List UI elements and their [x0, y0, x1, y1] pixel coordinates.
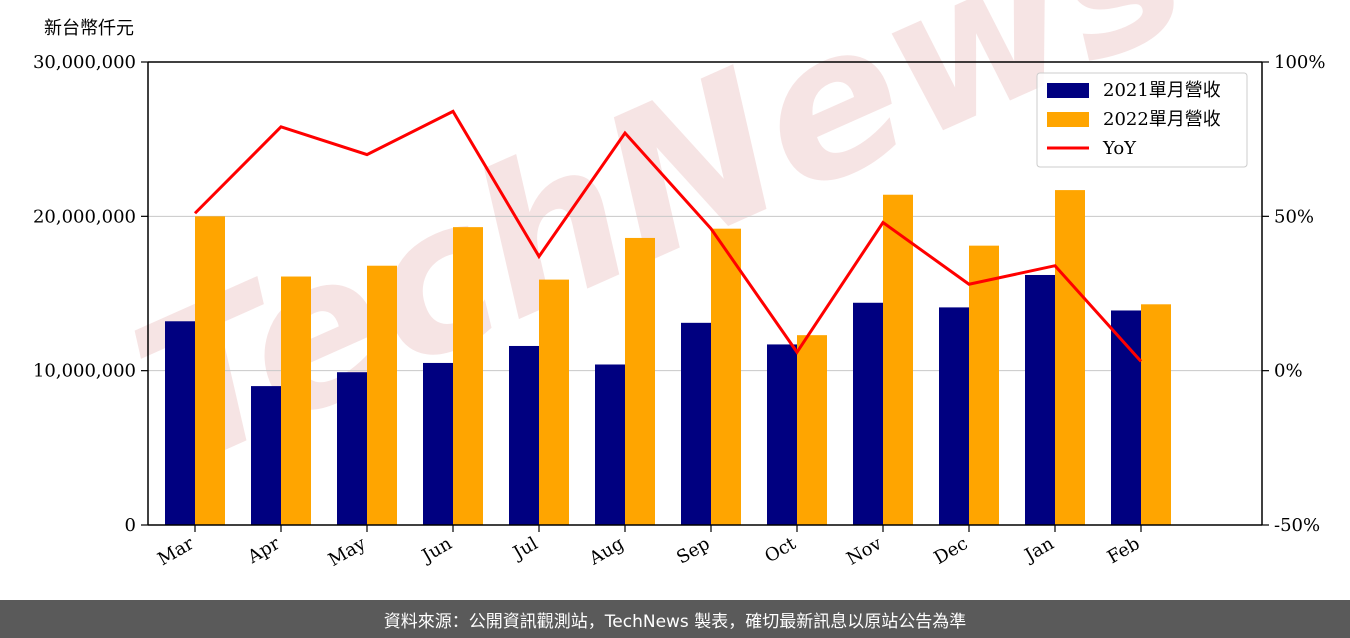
source-footer-text: 資料來源：公開資訊觀測站，TechNews 製表，確切最新訊息以原站公告為準	[383, 611, 967, 632]
x-tick-label-sep: Sep	[673, 533, 713, 568]
bar-2021-may	[337, 372, 367, 525]
bar-2022-jan	[1055, 190, 1085, 525]
yoy-line-group	[193, 109, 1143, 363]
right-tick-label: -50%	[1274, 515, 1320, 536]
source-footer: 資料來源：公開資訊觀測站，TechNews 製表，確切最新訊息以原站公告為準	[0, 600, 1350, 638]
x-tick-label-jun: Jun	[417, 533, 456, 568]
bar-2021-jan	[1025, 274, 1055, 525]
bar-2021-jun	[423, 362, 453, 525]
right-tick-label: 50%	[1274, 206, 1314, 227]
bars	[165, 190, 1171, 526]
bar-2022-jul	[539, 279, 569, 525]
x-tick-label-oct: Oct	[761, 533, 800, 568]
right-tick-label: 0%	[1274, 361, 1303, 382]
legend-swatch-1	[1047, 112, 1089, 127]
left-tick-label: 0	[125, 515, 136, 536]
left-tick-label: 20,000,000	[33, 206, 136, 227]
bar-2021-aug	[595, 364, 625, 525]
left-tick-label: 10,000,000	[33, 361, 136, 382]
x-tick-label-apr: Apr	[243, 533, 283, 568]
bar-2022-feb	[1141, 304, 1171, 525]
bar-2021-apr	[251, 386, 281, 525]
legend-box	[1036, 72, 1248, 168]
y-axis-unit-label: 新台幣仟元	[44, 18, 134, 39]
bar-2021-mar	[165, 321, 195, 525]
bar-2022-mar	[195, 216, 225, 526]
bar-2021-jul	[509, 345, 539, 525]
chart: TechNews 010,000,00020,000,00030,000,000…	[33, 0, 1326, 571]
x-tick-label-mar: Mar	[154, 533, 198, 570]
legend-label-2: YoY	[1102, 138, 1137, 159]
x-tick-label-dec: Dec	[931, 533, 972, 569]
bar-2022-aug	[625, 237, 655, 525]
x-tick-label-feb: Feb	[1104, 533, 1144, 568]
legend-label-0: 2021單月營收	[1103, 80, 1221, 101]
x-tick-label-jul: Jul	[508, 533, 542, 565]
legend-label-1: 2022單月營收	[1103, 109, 1221, 130]
legend-swatch-0	[1047, 83, 1089, 98]
bar-2022-sep	[711, 228, 741, 525]
bar-2021-sep	[681, 322, 711, 525]
bar-2022-may	[367, 265, 397, 525]
x-tick-label-jan: Jan	[1020, 533, 1058, 567]
bar-2021-nov	[853, 302, 883, 525]
bar-2022-oct	[797, 335, 827, 525]
right-tick-label: 100%	[1274, 52, 1325, 73]
bar-2022-dec	[969, 245, 999, 525]
bar-2022-jun	[453, 227, 483, 526]
bar-2021-oct	[767, 344, 797, 525]
legend: 2021單月營收 2022單月營收 YoY	[1036, 72, 1248, 168]
bar-2021-dec	[939, 307, 969, 525]
bar-2022-nov	[883, 194, 913, 525]
left-tick-label: 30,000,000	[33, 52, 136, 73]
bar-2022-apr	[281, 276, 311, 525]
x-tick-label-nov: Nov	[843, 533, 886, 570]
yoy-line	[193, 109, 1143, 363]
x-tick-label-may: May	[325, 533, 370, 571]
x-tick-label-aug: Aug	[585, 533, 628, 570]
